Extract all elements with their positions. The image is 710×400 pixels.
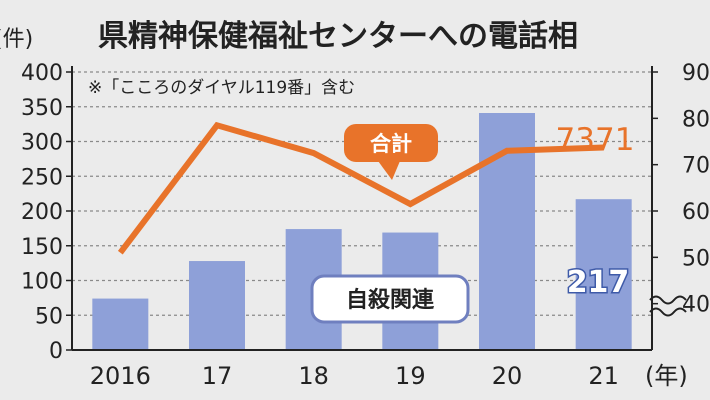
line-series-name: 合計 xyxy=(370,132,412,156)
bar-series-name: 自殺関連 xyxy=(346,287,435,313)
right-tick-label: 80 xyxy=(682,107,710,132)
bar-data-label: 217 xyxy=(567,265,630,300)
left-tick-label: 50 xyxy=(35,304,63,329)
line-series-callout: 合計 xyxy=(344,124,438,180)
left-tick-label: 350 xyxy=(21,96,63,121)
axis-break-icon xyxy=(649,295,687,317)
left-tick-label: 100 xyxy=(21,270,63,295)
line-path xyxy=(117,121,604,255)
right-tick-label: 70 xyxy=(682,154,710,179)
axes: 0 50 100 150 200 250 300 350 400 40 50 60 70 80 90 2016… xyxy=(21,61,710,390)
left-tick-label: 200 xyxy=(21,200,63,225)
x-tick-label: 20 xyxy=(492,362,523,390)
bar xyxy=(92,298,149,350)
x-tick-label: 18 xyxy=(298,362,329,390)
x-tick-label: 21 xyxy=(588,362,619,390)
chart-title: 県精神保健福祉センターへの電話相 xyxy=(98,19,578,54)
chart-note: ※「こころのダイヤル119番」含む xyxy=(88,78,355,98)
bar xyxy=(189,261,245,350)
left-tick-label: 250 xyxy=(21,165,63,190)
left-tick-label: 0 xyxy=(49,339,63,364)
bar-series-label-box xyxy=(310,274,470,324)
right-tick-label: 40 xyxy=(682,293,710,318)
left-tick-label: 150 xyxy=(21,235,63,260)
right-tick-label: 60 xyxy=(682,200,710,225)
left-tick-label: 300 xyxy=(21,131,63,156)
left-axis-unit: (件) xyxy=(0,27,33,52)
callout-box xyxy=(344,124,438,162)
line-series xyxy=(117,121,604,255)
right-tick-label: 50 xyxy=(682,246,710,271)
bar xyxy=(575,199,632,350)
x-axis-unit: (年) xyxy=(645,362,688,390)
x-tick-label: 2016 xyxy=(90,362,151,390)
callout-pointer xyxy=(378,161,400,180)
bar-series-label: 自殺関連 xyxy=(310,274,470,324)
line-data-label: 7371 xyxy=(556,122,635,158)
left-tick-label: 400 xyxy=(21,61,63,86)
right-tick-label: 90 xyxy=(682,61,710,86)
x-tick-label: 17 xyxy=(202,362,233,390)
x-tick-label: 19 xyxy=(395,362,426,390)
